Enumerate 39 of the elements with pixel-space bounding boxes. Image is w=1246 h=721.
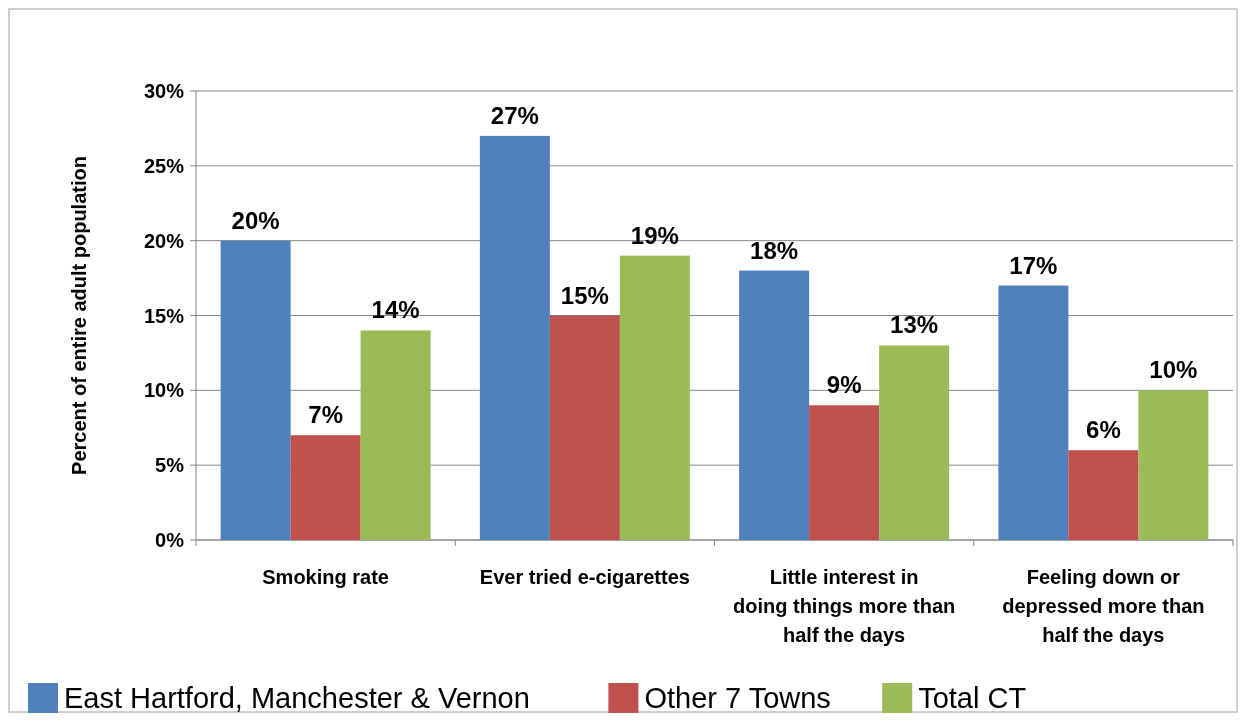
bar <box>360 330 431 540</box>
bar <box>549 315 620 540</box>
x-tick-label: Ever tried e-cigarettes <box>479 566 690 588</box>
legend-label: Total CT <box>918 682 1027 714</box>
data-label: 10% <box>1149 356 1198 384</box>
bar <box>809 405 880 540</box>
legend-label: Other 7 Towns <box>644 682 831 714</box>
data-label: 20% <box>231 206 280 234</box>
x-tick-label: Feeling down or depressed more than half the days <box>1002 566 1205 646</box>
bar <box>479 135 550 540</box>
y-tick-label: 30% <box>143 80 185 102</box>
data-label: 13% <box>890 311 939 339</box>
data-label: 14% <box>371 296 420 324</box>
y-tick-label: 15% <box>143 304 185 327</box>
y-tick-label: 25% <box>143 154 185 177</box>
data-label: 19% <box>630 221 679 249</box>
y-tick-label: 10% <box>143 379 185 402</box>
data-label: 27% <box>490 101 539 129</box>
x-tick-label: Little interest in doing things more than half the days <box>733 566 956 646</box>
legend-label: East Hartford, Manchester & Vernon <box>64 682 530 714</box>
data-label: 6% <box>1086 416 1121 444</box>
x-tick-label: Smoking rate <box>262 566 389 588</box>
bar <box>739 270 810 540</box>
y-axis-title: Percent of entire adult population <box>68 156 90 475</box>
data-label: 18% <box>750 236 799 264</box>
y-tick-label: 0% <box>155 529 185 551</box>
y-tick-label: 20% <box>143 229 185 252</box>
data-label: 9% <box>826 371 862 399</box>
bar <box>879 345 950 540</box>
bar <box>1068 450 1139 540</box>
bar <box>619 255 690 540</box>
bar <box>220 240 291 540</box>
y-tick-label: 5% <box>155 454 185 477</box>
data-label: 7% <box>308 401 343 429</box>
bar <box>998 285 1069 540</box>
data-label: 15% <box>560 281 609 309</box>
data-label: 17% <box>1009 251 1058 279</box>
bar <box>290 435 361 540</box>
bar <box>1138 390 1209 540</box>
